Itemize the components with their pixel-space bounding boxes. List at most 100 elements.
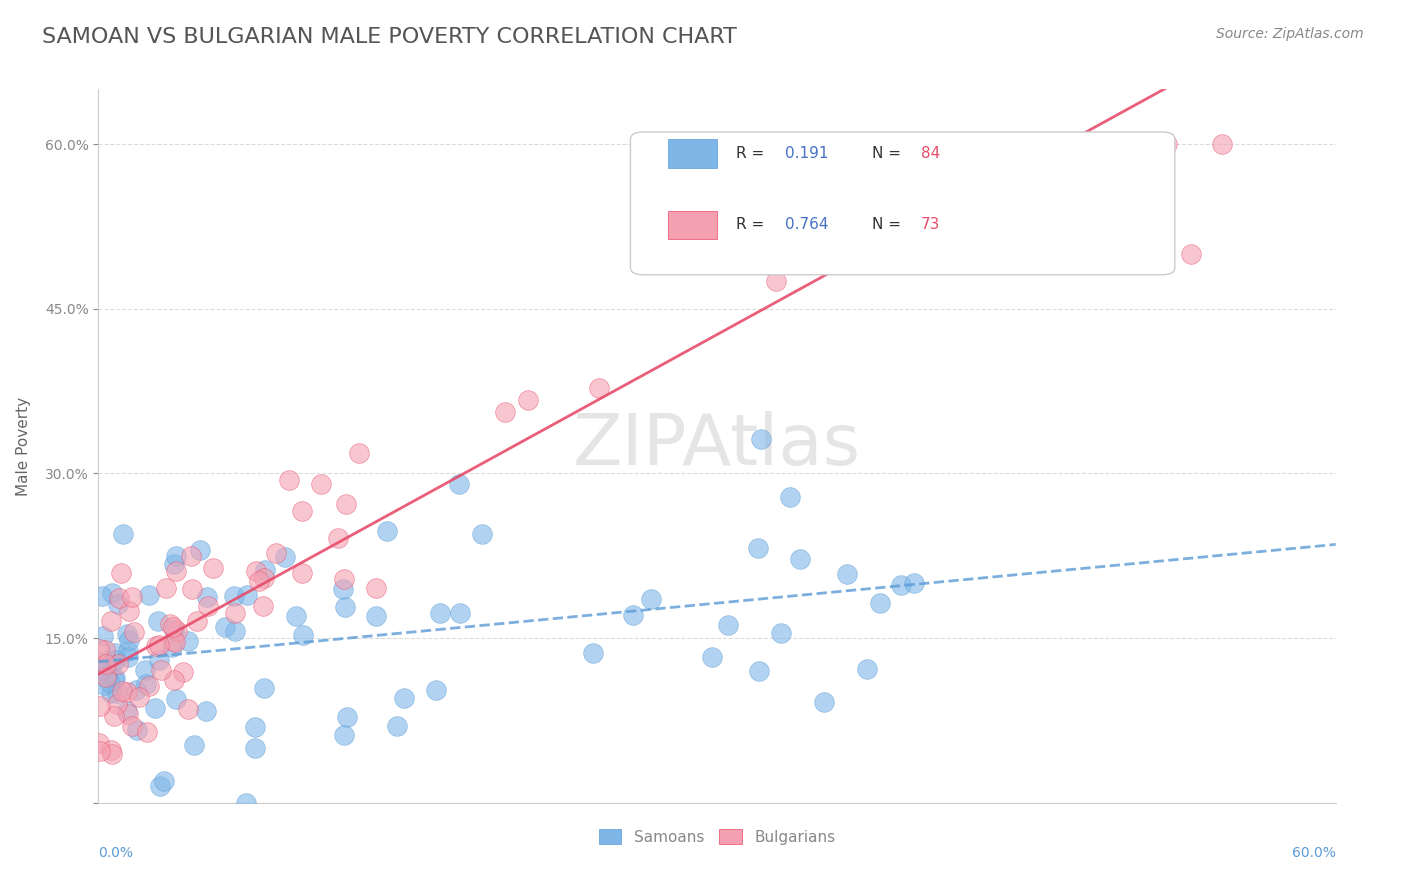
Point [425,683,447,698]
Point [903,576,925,591]
Point [111,684,134,698]
Point [377,524,399,539]
Point [779,490,801,504]
Point [1156,137,1178,152]
Point [197,599,219,614]
Point [494,405,516,419]
Point [152,773,174,788]
Text: 0.764: 0.764 [785,218,828,232]
Point [194,704,217,718]
Point [105,697,128,711]
Point [908,137,931,152]
Point [582,647,605,661]
Point [235,796,257,810]
Point [90,664,112,678]
Point [274,550,297,565]
Point [128,690,150,705]
Point [159,616,181,631]
Point [869,596,891,610]
Point [621,607,644,622]
Point [148,639,170,653]
Point [291,503,314,517]
Point [890,578,912,592]
Point [1070,137,1092,152]
Point [224,589,246,603]
Point [247,574,270,589]
Point [449,606,471,620]
Point [252,599,274,613]
Point [1180,247,1202,261]
Point [149,663,172,677]
Y-axis label: Male Poverty: Male Poverty [15,396,31,496]
Point [749,432,772,446]
Point [124,624,146,639]
Point [333,600,356,615]
Point [224,624,246,638]
Point [117,644,139,658]
Point [101,657,124,671]
Point [214,620,236,634]
Point [107,657,129,671]
Point [195,590,218,604]
Point [724,204,747,219]
Text: 84: 84 [921,146,941,161]
Point [103,709,125,723]
Point [98,674,121,689]
Point [1211,137,1233,152]
Point [110,566,132,580]
Text: R =: R = [735,218,769,232]
Point [717,618,740,632]
Point [149,779,172,793]
Point [104,671,127,685]
Point [162,633,184,648]
Point [89,655,111,669]
Text: ZIPAtlas: ZIPAtlas [574,411,860,481]
Point [134,664,156,678]
Point [121,719,143,733]
Point [309,476,332,491]
Point [264,546,287,560]
Point [107,591,129,606]
Point [94,657,117,671]
Point [245,741,267,756]
Point [115,684,138,698]
Point [96,667,118,681]
Point [115,704,138,718]
Point [103,673,125,688]
Point [769,625,792,640]
Point [94,643,117,657]
Point [117,650,139,665]
Point [748,665,770,679]
Bar [668,139,717,168]
Point [824,173,846,187]
Point [163,557,186,571]
Point [201,561,224,575]
Point [101,747,124,761]
Point [335,497,357,511]
Point [163,673,186,687]
Point [1095,137,1118,152]
Point [117,707,139,722]
Point [127,723,149,737]
Point [188,542,211,557]
Point [517,393,540,408]
Point [162,640,184,654]
Point [163,623,186,637]
Point [138,679,160,693]
Point [292,628,315,642]
Point [429,606,451,620]
Point [180,582,202,596]
Point [166,549,188,563]
Point [107,597,129,611]
Point [277,474,299,488]
Point [93,629,115,643]
Point [347,446,370,460]
Point [91,589,114,603]
Point [224,606,246,620]
Point [172,665,194,679]
Point [254,563,277,577]
Text: 60.0%: 60.0% [1292,846,1336,860]
Point [447,476,470,491]
Point [155,581,177,595]
Point [163,635,186,649]
